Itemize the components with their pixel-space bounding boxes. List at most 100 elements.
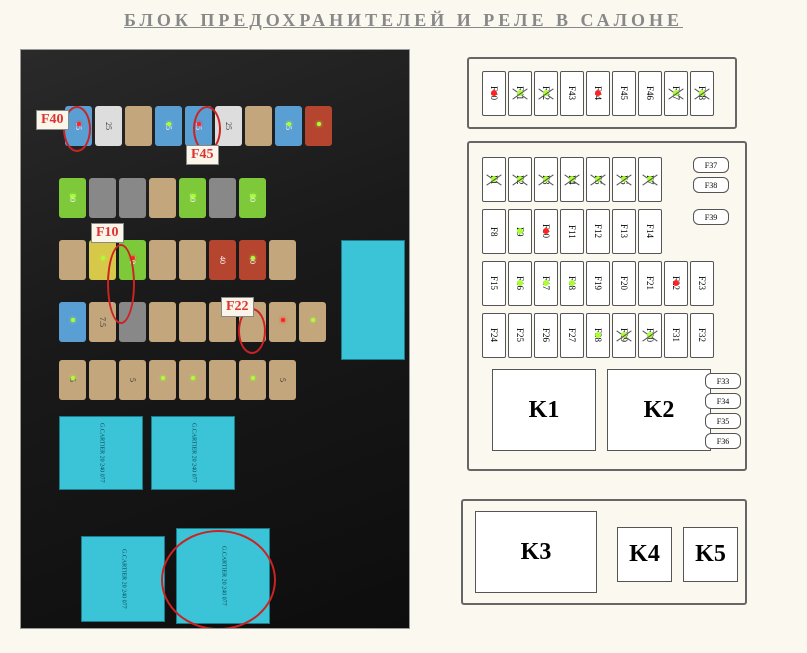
fuse-row: 30 30 30: [59, 178, 266, 218]
photo-fuse: [149, 178, 176, 218]
diagram-fuse-F39: F39: [693, 209, 729, 225]
diagram-fuse-F2: F2: [508, 157, 532, 202]
diagram-fuse-F7: F7: [638, 157, 662, 202]
diagram-fuse-F47: F47: [664, 71, 688, 116]
diagram-fuse-F4: F4: [560, 157, 584, 202]
photo-fuse: 15: [155, 106, 182, 146]
photo-fuse: 25: [95, 106, 122, 146]
label-F10: F10: [91, 223, 124, 243]
diagram-fuse-F27: F27: [560, 313, 584, 358]
diagram-relay-K5: K5: [683, 527, 738, 582]
diagram-fuse-F11: F11: [560, 209, 584, 254]
photo-fuse: 30: [179, 178, 206, 218]
diagram-row: F24F25F26F27F28F29F30F31F32: [482, 313, 714, 358]
diagram-fuse-F29: F29: [612, 313, 636, 358]
diagram-row: F8F9F10F11F12F13F14: [482, 209, 662, 254]
diagram-fuse-F46: F46: [638, 71, 662, 116]
diagram-fuse-F42: F42: [534, 71, 558, 116]
diagram-fuse-F45: F45: [612, 71, 636, 116]
diagram-top-row: F40F41F42F43F44F45F46F47F48: [482, 71, 714, 116]
photo-fuse: [149, 302, 176, 342]
fuse-row: 7.5: [59, 302, 326, 342]
photo-fuse: 40: [209, 240, 236, 280]
diagram-fuse-F24: F24: [482, 313, 506, 358]
photo-fuse: 5: [269, 360, 296, 400]
diagram-fuse-F13: F13: [612, 209, 636, 254]
photo-fuse: [179, 302, 206, 342]
diagram-fuse-F34: F34: [705, 393, 741, 409]
diagram-fuse-F37: F37: [693, 157, 729, 173]
fusebox-diagram: F40F41F42F43F44F45F46F47F48 F1F2F3F4F5F6…: [455, 49, 760, 629]
diagram-relay-K2: K2: [607, 369, 711, 451]
photo-fuse: 5: [59, 360, 86, 400]
diagram-relay-K1: K1: [492, 369, 596, 451]
photo-relay: G.CARTIER 20 240 077: [81, 536, 165, 622]
label-F22: F22: [221, 297, 254, 317]
circle-F10: [107, 244, 135, 324]
diagram-fuse-F9: F9: [508, 209, 532, 254]
photo-fuse: 40: [239, 240, 266, 280]
photo-relay: G.CARTIER 20 240 077: [59, 416, 143, 490]
photo-fuse: [299, 302, 326, 342]
diagram-fuse-F30: F30: [638, 313, 662, 358]
photo-fuse: 5: [119, 360, 146, 400]
photo-side-relay: [341, 240, 405, 360]
photo-fuse: [149, 240, 176, 280]
diagram-row: F15F16F17F18F19F20F21F22F23: [482, 261, 714, 306]
fusebox-photo: 1525151525153030302040407.5555 G.CARTIER…: [20, 49, 410, 629]
diagram-fuse-F40: F40: [482, 71, 506, 116]
photo-fuse: [269, 240, 296, 280]
photo-fuse: [125, 106, 152, 146]
diagram-fuse-F23: F23: [690, 261, 714, 306]
photo-fuse: 30: [239, 178, 266, 218]
diagram-fuse-F1: F1: [482, 157, 506, 202]
diagram-fuse-F6: F6: [612, 157, 636, 202]
diagram-fuse-F26: F26: [534, 313, 558, 358]
diagram-fuse-F48: F48: [690, 71, 714, 116]
diagram-fuse-F8: F8: [482, 209, 506, 254]
photo-fuse: [269, 302, 296, 342]
photo-fuse: [179, 240, 206, 280]
photo-fuse: [179, 360, 206, 400]
fuse-row: 204040: [59, 240, 296, 280]
diagram-fuse-F5: F5: [586, 157, 610, 202]
photo-fuse: 15: [275, 106, 302, 146]
diagram-fuse-F36: F36: [705, 433, 741, 449]
diagram-relay-K4: K4: [617, 527, 672, 582]
diagram-fuse-F44: F44: [586, 71, 610, 116]
diagram-fuse-F31: F31: [664, 313, 688, 358]
diagram-fuse-F14: F14: [638, 209, 662, 254]
big-circle: [161, 530, 276, 629]
diagram-fuse-F32: F32: [690, 313, 714, 358]
diagram-fuse-F22: F22: [664, 261, 688, 306]
diagram-fuse-F21: F21: [638, 261, 662, 306]
diagram-fuse-F3: F3: [534, 157, 558, 202]
photo-fuse: 30: [59, 178, 86, 218]
photo-relay: G.CARTIER 20 240 077: [151, 416, 235, 490]
photo-fuse: [59, 302, 86, 342]
label-F45: F45: [186, 145, 219, 165]
label-F40: F40: [36, 110, 69, 130]
diagram-fuse-F41: F41: [508, 71, 532, 116]
photo-fuse: [89, 178, 116, 218]
fuse-row: 555: [59, 360, 296, 400]
photo-fuse: [149, 360, 176, 400]
photo-fuse: [59, 240, 86, 280]
photo-fuse: [305, 106, 332, 146]
diagram-fuse-F38: F38: [693, 177, 729, 193]
photo-fuse: [209, 178, 236, 218]
diagram-fuse-F28: F28: [586, 313, 610, 358]
diagram-fuse-F10: F10: [534, 209, 558, 254]
diagram-fuse-F35: F35: [705, 413, 741, 429]
diagram-fuse-F18: F18: [560, 261, 584, 306]
diagram-fuse-F16: F16: [508, 261, 532, 306]
photo-fuse: [119, 178, 146, 218]
diagram-fuse-F17: F17: [534, 261, 558, 306]
diagram-fuse-F20: F20: [612, 261, 636, 306]
photo-fuse: [245, 106, 272, 146]
page-title: БЛОК ПРЕДОХРАНИТЕЛЕЙ И РЕЛЕ В САЛОНЕ: [0, 0, 807, 49]
diagram-row: F1F2F3F4F5F6F7: [482, 157, 662, 202]
diagram-relay-K3: K3: [475, 511, 597, 593]
content: 1525151525153030302040407.5555 G.CARTIER…: [0, 49, 807, 629]
diagram-fuse-F19: F19: [586, 261, 610, 306]
